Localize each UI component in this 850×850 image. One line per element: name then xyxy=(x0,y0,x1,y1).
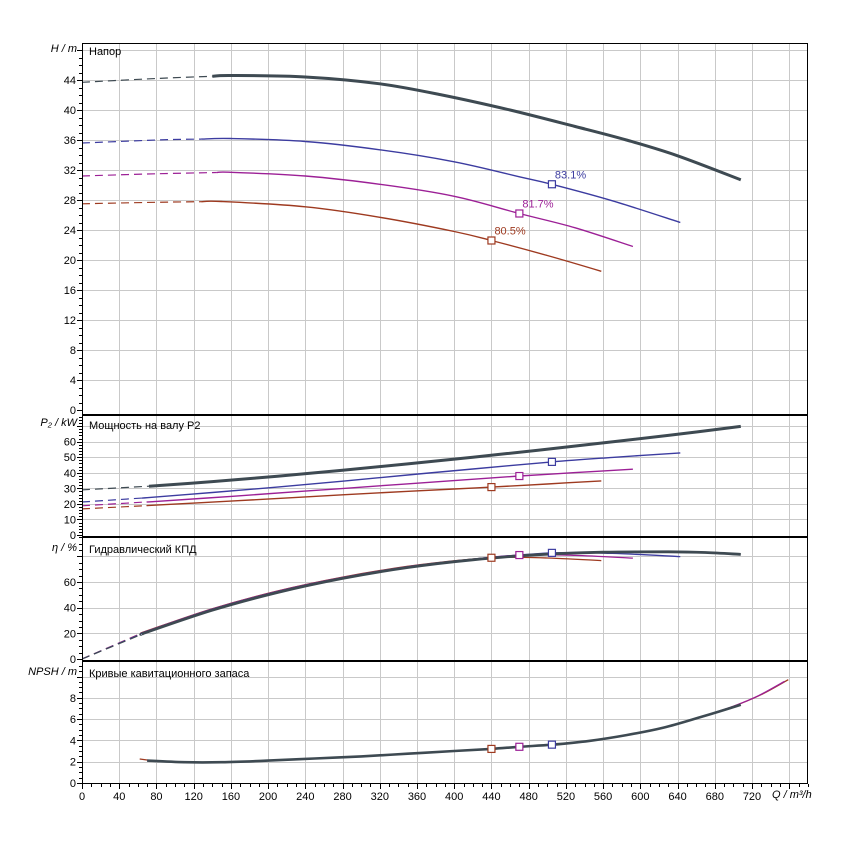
svg-text:4: 4 xyxy=(70,735,76,747)
svg-text:480: 480 xyxy=(519,791,537,803)
svg-text:120: 120 xyxy=(184,791,202,803)
efficiency-axis-title: η / % xyxy=(51,542,77,554)
flow-axis-title: Q / m³/h xyxy=(772,789,812,801)
svg-text:80: 80 xyxy=(150,791,162,803)
svg-text:32: 32 xyxy=(64,165,76,177)
svg-text:20: 20 xyxy=(64,499,76,511)
head-axis-title: H / m xyxy=(50,43,77,55)
svg-text:720: 720 xyxy=(743,791,761,803)
svg-text:36: 36 xyxy=(64,135,76,147)
npsh-axis-title: NPSH / m xyxy=(28,666,77,678)
svg-text:20: 20 xyxy=(64,628,76,640)
svg-text:50: 50 xyxy=(64,452,76,464)
svg-text:20: 20 xyxy=(64,255,76,267)
svg-text:320: 320 xyxy=(371,791,389,803)
svg-text:60: 60 xyxy=(64,577,76,589)
svg-text:0: 0 xyxy=(79,791,85,803)
svg-text:560: 560 xyxy=(594,791,612,803)
svg-text:0: 0 xyxy=(70,654,76,666)
svg-text:30: 30 xyxy=(64,483,76,495)
svg-text:0: 0 xyxy=(70,778,76,790)
svg-text:8: 8 xyxy=(70,345,76,357)
svg-text:6: 6 xyxy=(70,714,76,726)
svg-text:640: 640 xyxy=(668,791,686,803)
svg-text:16: 16 xyxy=(64,285,76,297)
svg-text:10: 10 xyxy=(64,514,76,526)
svg-text:44: 44 xyxy=(64,75,76,87)
svg-text:60: 60 xyxy=(64,437,76,449)
svg-text:40: 40 xyxy=(64,105,76,117)
power-axis-title: P₂ / kW xyxy=(40,417,77,429)
efficiency-panel-title: Гидравлический КПД xyxy=(89,544,197,556)
svg-text:4: 4 xyxy=(70,375,76,387)
svg-text:8: 8 xyxy=(70,693,76,705)
svg-text:520: 520 xyxy=(557,791,575,803)
svg-text:240: 240 xyxy=(296,791,314,803)
svg-text:400: 400 xyxy=(445,791,463,803)
svg-text:160: 160 xyxy=(222,791,240,803)
svg-text:360: 360 xyxy=(408,791,426,803)
svg-text:440: 440 xyxy=(482,791,500,803)
svg-text:40: 40 xyxy=(113,791,125,803)
svg-text:200: 200 xyxy=(259,791,277,803)
head-panel-title: Напор xyxy=(89,46,122,58)
svg-text:28: 28 xyxy=(64,195,76,207)
svg-text:0: 0 xyxy=(70,405,76,417)
svg-text:81.7%: 81.7% xyxy=(522,199,553,211)
svg-text:0: 0 xyxy=(70,530,76,542)
svg-text:680: 680 xyxy=(706,791,724,803)
power-panel-title: Мощность на валу P2 xyxy=(89,420,201,432)
svg-text:80.5%: 80.5% xyxy=(494,226,525,238)
svg-text:12: 12 xyxy=(64,315,76,327)
svg-text:280: 280 xyxy=(333,791,351,803)
svg-text:40: 40 xyxy=(64,468,76,480)
svg-text:2: 2 xyxy=(70,757,76,769)
svg-text:83.1%: 83.1% xyxy=(555,169,586,181)
svg-text:40: 40 xyxy=(64,603,76,615)
svg-text:600: 600 xyxy=(631,791,649,803)
svg-text:24: 24 xyxy=(64,225,76,237)
npsh-panel-title: Кривые кавитационного запаса xyxy=(89,668,250,680)
